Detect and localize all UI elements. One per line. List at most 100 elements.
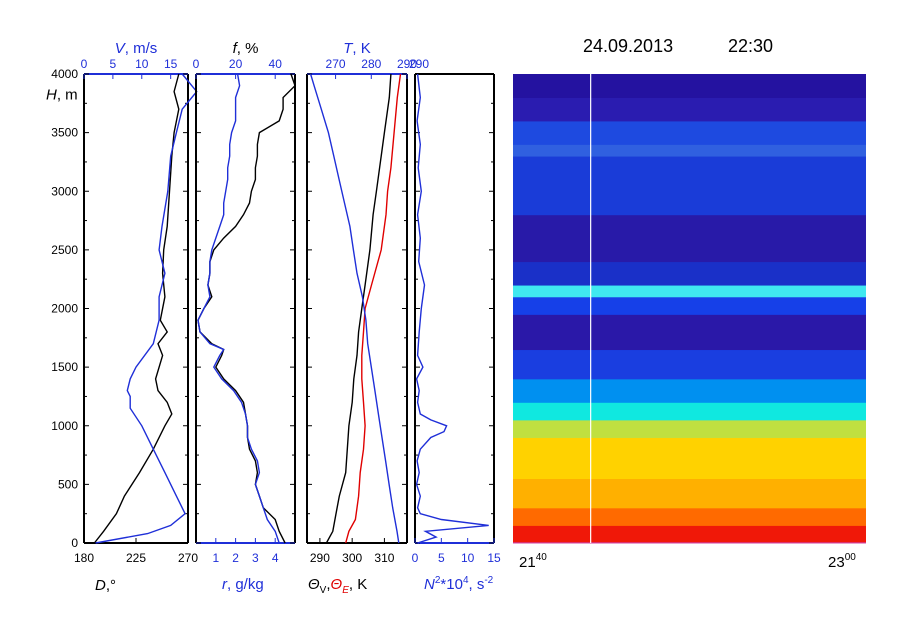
top-tick-label: 0 [193,57,200,71]
y-tick-label: 500 [58,477,78,491]
series-line-r [197,73,280,544]
series-line-f [197,73,296,544]
header-time: 22:30 [728,36,773,56]
bottom-tick-label: 270 [178,551,198,565]
label-part: V [115,40,127,57]
bottom-tick-label: 5 [438,551,445,565]
label-part: , [326,576,330,593]
panel-2: 0 20 40 1 2 3 4 f, % [193,40,296,565]
echogram-band [513,314,866,351]
top-axis-title: V, m/s [115,40,158,57]
label-part: -2 [484,575,493,586]
bottom-tick-label: 1 [212,551,219,565]
label-part: *10 [440,576,463,593]
series-line-Θ_E [345,73,402,544]
label-part: D [95,577,106,594]
y-tick-label: 1000 [51,419,78,433]
label-part: , K [349,576,367,593]
echogram-band [513,349,866,380]
top-tick-label: 5 [110,57,117,71]
y-tick-label: 3000 [51,184,78,198]
bottom-tick-label: 3 [252,551,259,565]
header-date: 24.09.2013 [583,36,673,56]
label-part: , % [237,40,259,57]
label-part: E [342,585,349,596]
top-axis-title: f, % [233,40,259,57]
top-tick-label: 0 [81,57,88,71]
y-tick-label: 3500 [51,126,78,140]
echogram-band [513,74,866,98]
panel-4: 290 0 5 10 15 [409,57,501,565]
label-part: , s [469,576,485,593]
bottom-tick-label: 180 [74,551,94,565]
label-part: f [233,40,239,57]
time-label-end: 2300 [828,552,856,571]
bottom-tick-label: 10 [461,551,475,565]
echogram-band [513,525,866,543]
top-axis-title: T, K [343,40,371,57]
bottom-tick-label: 0 [412,551,419,565]
echogram-band [513,97,866,122]
series-line-T [309,73,400,544]
y-tick-label: 0 [71,536,78,550]
y-tick-label: 1500 [51,360,78,374]
top-tick-label: 270 [326,57,346,71]
bottom-tick-label: 4 [272,551,279,565]
echogram-band [513,156,866,216]
echogram-band [513,478,866,509]
label-part: r [222,576,228,593]
label-part: ,° [106,577,116,594]
echogram-band [513,144,866,157]
label-part: V [320,585,327,596]
echogram-band [513,261,866,286]
series-line-D [93,73,180,544]
bottom-axis-title-theta: ΘV,ΘE, K [308,576,367,596]
label-part: N [424,576,435,593]
top-tick-label: 20 [229,57,243,71]
bottom-tick-label: 2 [232,551,239,565]
echogram-band [513,296,866,315]
label-part: 23 [828,554,845,571]
panel-1: 0 5 10 15 180 225 270 V, m/s [74,40,198,565]
bottom-tick-label: 310 [374,551,394,565]
label-part: 21 [519,554,536,571]
echogram-band [513,214,866,263]
echogram-band [513,541,866,544]
label-part: , m/s [125,40,158,57]
echogram-band [513,378,866,403]
label-part: T [343,40,354,57]
y-tick-label: 2000 [51,302,78,316]
echogram-band [513,402,866,421]
bottom-tick-label: 15 [487,551,501,565]
label-part: 4 [463,575,469,586]
top-tick-label: 10 [135,57,149,71]
y-tick-label: 2500 [51,243,78,257]
bottom-axis-title-D: D,° [95,577,116,594]
bottom-axis-title-r: r, g/kg [222,576,264,593]
bottom-axis-title-N2: N2*104, s-2 [424,575,494,593]
label-part: , m [57,87,78,104]
echogram-band [513,507,866,526]
label-part: , K [352,40,370,57]
bottom-tick-label: 300 [342,551,362,565]
label-part: H [46,87,57,104]
y-tick-label: 4000 [51,67,78,81]
series-line-N² [415,73,489,544]
label-part: 00 [845,552,857,563]
echogram-band [513,437,866,480]
bottom-tick-label: 290 [310,551,330,565]
top-tick-label: 15 [164,57,178,71]
echogram-band [513,120,866,145]
echogram-band [513,419,866,438]
bottom-tick-label: 225 [126,551,146,565]
y-axis-title: H, m [46,87,78,104]
series-line-Θ_V [325,73,392,544]
label-part: Θ [331,576,343,593]
top-tick-label: 290 [409,57,429,71]
series-line-V [95,73,198,544]
sodar-echogram: 2140 2300 [513,74,866,571]
top-tick-label: 40 [269,57,283,71]
top-tick-label: 290 [397,57,417,71]
label-part: Θ [308,576,320,593]
